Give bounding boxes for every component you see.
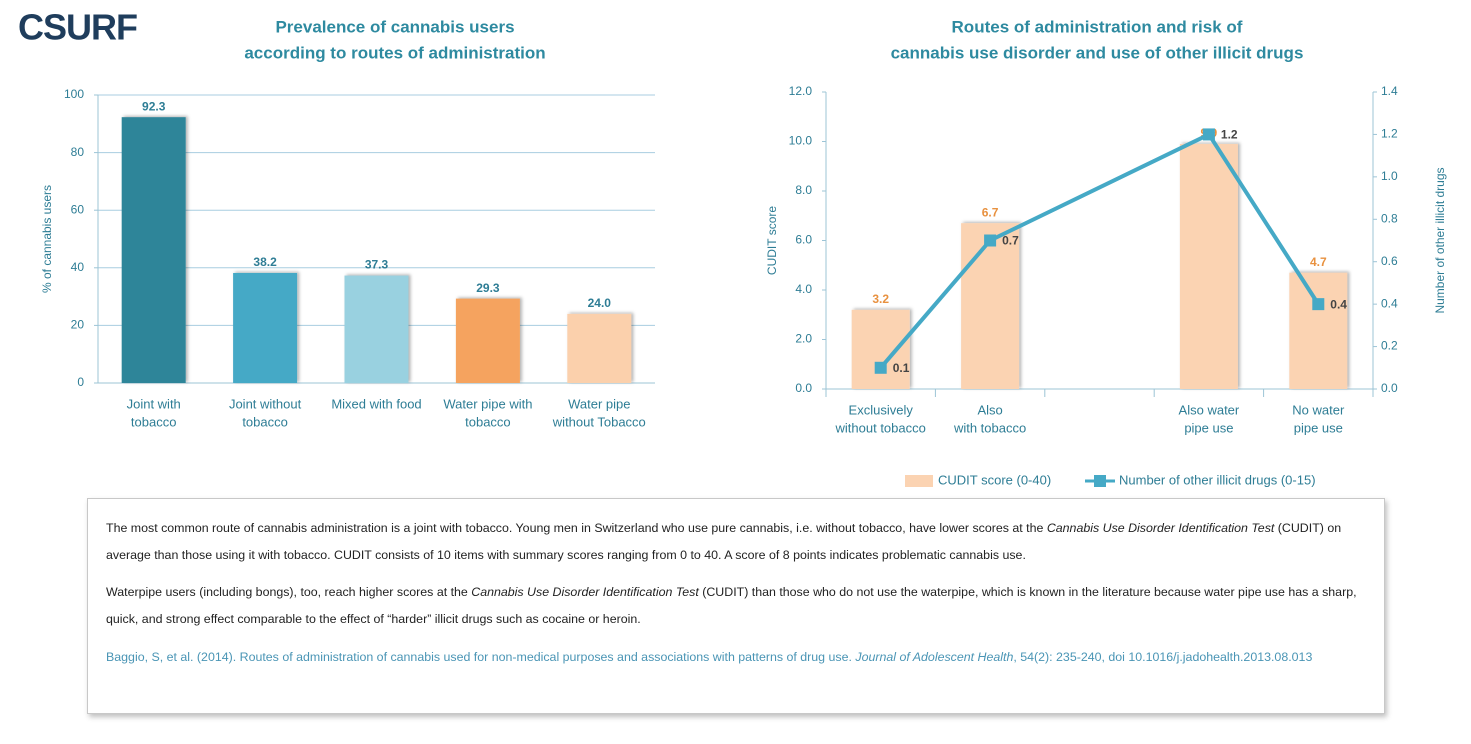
y-tick-label: 10.0 xyxy=(789,134,813,148)
bar xyxy=(344,275,409,383)
chart-title: according to routes of administration xyxy=(244,43,545,62)
y-tick-label: 8.0 xyxy=(795,183,812,197)
y2-tick-label: 0.0 xyxy=(1381,381,1398,395)
bar xyxy=(121,117,186,384)
bar xyxy=(567,313,632,383)
value-label: 24.0 xyxy=(588,296,612,310)
legend-label: Number of other illicit drugs (0-15) xyxy=(1119,472,1316,487)
chart-title: Routes of administration and risk of xyxy=(952,17,1243,36)
y-axis-label: CUDIT score xyxy=(765,206,779,275)
y-tick-label: 6.0 xyxy=(795,233,812,247)
line xyxy=(879,131,1320,370)
text-segment: Journal of Adolescent Health xyxy=(855,650,1014,664)
value-label: 38.2 xyxy=(253,255,277,269)
bar xyxy=(851,309,910,389)
y-tick-label: 4.0 xyxy=(795,282,812,296)
x-tick-label: Mixed with food xyxy=(331,396,421,411)
text-segment: (CUDIT) than those who do not use the wa… xyxy=(106,585,1357,626)
bar xyxy=(961,223,1020,389)
line-marker xyxy=(1312,298,1325,311)
value-label: 6.7 xyxy=(982,205,999,219)
y2-axis-label: Number of other illicit drugs xyxy=(1433,167,1447,313)
y-tick-label: 60 xyxy=(71,202,85,216)
text-segment: Waterpipe users (including bongs), too, … xyxy=(106,585,472,599)
y2-tick-label: 0.4 xyxy=(1381,296,1398,310)
line-marker xyxy=(1202,128,1215,141)
y2-tick-label: 1.2 xyxy=(1381,127,1398,141)
text-segment: Baggio, S, et al. (2014). Routes of admi… xyxy=(106,650,856,664)
y-axis-label: % of cannabis users xyxy=(40,185,54,293)
text-segment: Cannabis Use Disorder Identification Tes… xyxy=(471,585,699,599)
chart-title: cannabis use disorder and use of other i… xyxy=(891,43,1304,62)
x-tick-label: tobacco xyxy=(242,414,288,429)
legend-marker xyxy=(1094,475,1106,487)
x-tick-label: No water xyxy=(1292,402,1345,417)
citation: Baggio, S, et al. (2014). Routes of admi… xyxy=(106,647,1366,667)
y-tick-label: 40 xyxy=(71,260,85,274)
x-tick-label: tobacco xyxy=(465,414,511,429)
text-segment: (CUDIT) on average than those using it w… xyxy=(106,521,1342,562)
y-tick-label: 100 xyxy=(64,87,84,101)
x-tick-label: Exclusively xyxy=(849,402,914,417)
value-label: 0.4 xyxy=(1330,297,1347,311)
x-tick-label: Also water xyxy=(1179,402,1240,417)
value-label: 29.3 xyxy=(476,281,500,295)
x-tick-label: Water pipe xyxy=(568,396,630,411)
x-tick-label: tobacco xyxy=(131,414,177,429)
bar xyxy=(233,272,298,383)
x-tick-label: without Tobacco xyxy=(552,414,646,429)
value-label: 0.7 xyxy=(1002,234,1019,248)
text-segment: Cannabis Use Disorder Identification Tes… xyxy=(1046,521,1275,535)
text-box: The most common route of cannabis admini… xyxy=(87,498,1385,714)
text-segment: The most common route of cannabis admini… xyxy=(106,521,1047,535)
y-tick-label: 12.0 xyxy=(789,84,813,98)
y2-tick-label: 0.6 xyxy=(1381,254,1398,268)
value-label: 0.1 xyxy=(893,361,910,375)
line-marker xyxy=(874,361,887,374)
x-tick-label: pipe use xyxy=(1294,420,1343,435)
y2-tick-label: 0.2 xyxy=(1381,339,1398,353)
legend-label: CUDIT score (0-40) xyxy=(938,472,1051,487)
paragraph: Waterpipe users (including bongs), too, … xyxy=(106,579,1366,633)
bar xyxy=(455,298,520,383)
legend-swatch xyxy=(905,475,933,487)
value-label: 92.3 xyxy=(142,99,166,113)
x-tick-label: Also xyxy=(977,402,1002,417)
chart-title: Prevalence of cannabis users xyxy=(275,17,514,36)
y2-tick-label: 1.0 xyxy=(1381,169,1398,183)
paragraph: The most common route of cannabis admini… xyxy=(106,515,1366,569)
y-tick-label: 0 xyxy=(77,375,84,389)
x-tick-label: Joint with xyxy=(127,396,181,411)
y2-tick-label: 1.4 xyxy=(1381,84,1398,98)
x-tick-label: Water pipe with xyxy=(443,396,532,411)
y-tick-label: 20 xyxy=(71,318,85,332)
y-tick-label: 2.0 xyxy=(795,332,812,346)
x-tick-label: Joint without xyxy=(229,396,302,411)
x-tick-label: pipe use xyxy=(1184,420,1233,435)
value-label: 4.7 xyxy=(1310,255,1327,269)
value-label: 3.2 xyxy=(872,292,889,306)
text-segment: , 54(2): 235-240, doi 10.1016/j.jadoheal… xyxy=(1013,650,1313,664)
bar xyxy=(1289,272,1348,389)
bar xyxy=(1179,143,1238,389)
logo: CSURF xyxy=(18,7,137,48)
x-tick-label: without tobacco xyxy=(835,420,926,435)
y2-tick-label: 0.8 xyxy=(1381,211,1398,225)
line-marker xyxy=(984,234,997,247)
y-tick-label: 0.0 xyxy=(795,381,812,395)
value-label: 37.3 xyxy=(365,258,389,272)
x-tick-label: with tobacco xyxy=(953,420,1026,435)
value-label: 1.2 xyxy=(1221,128,1238,142)
y-tick-label: 80 xyxy=(71,145,85,159)
